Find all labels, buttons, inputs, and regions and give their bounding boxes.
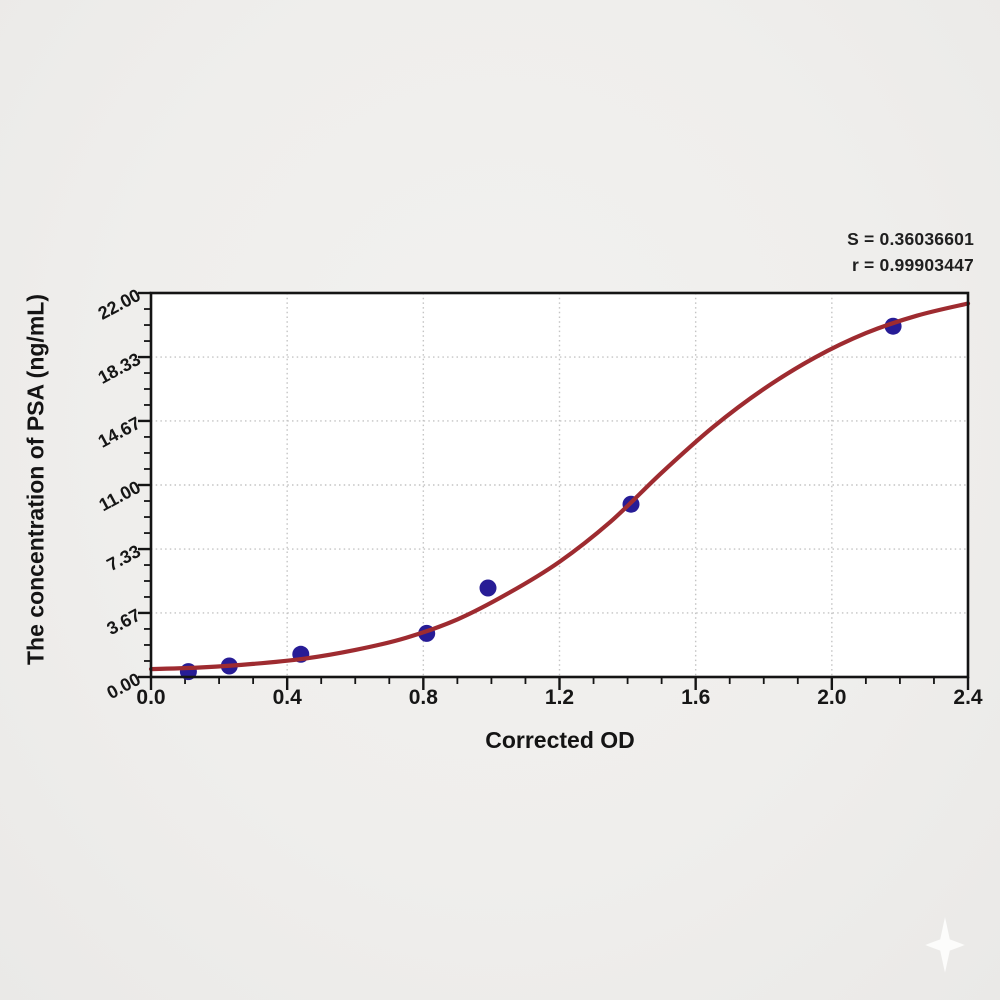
y-tick-label: 3.67: [104, 605, 144, 639]
x-axis-title: Corrected OD: [485, 727, 635, 753]
x-tick-label: 0.8: [409, 686, 439, 709]
x-tick-label: 0.4: [273, 686, 303, 709]
r-value-label: r = 0.99903447: [851, 255, 974, 275]
sparkle-watermark-icon: [925, 917, 965, 973]
s-value-label: S = 0.36036601: [847, 229, 974, 249]
standard-curve-chart: 0.0 0.4 0.8 1.2 1.6 2.0 2.40.003.677.3311.0014…: [95, 285, 983, 709]
fit-statistics: S = 0.36036601 r = 0.99903447: [847, 226, 974, 278]
x-tick-label: 2.4: [953, 686, 983, 709]
y-tick-label: 14.67: [95, 413, 144, 452]
x-tick-label: 2.0: [817, 686, 846, 709]
x-tick-label: 0.0: [136, 686, 165, 709]
x-tick-label: 1.2: [545, 686, 574, 709]
data-point: [479, 579, 497, 597]
y-tick-label: 7.33: [104, 541, 144, 575]
x-tick-label: 1.6: [681, 686, 710, 709]
y-tick-label: 18.33: [95, 349, 144, 388]
y-tick-label: 22.00: [95, 285, 144, 324]
plot-border: [149, 291, 970, 679]
y-tick-label: 11.00: [96, 477, 144, 515]
y-axis-title: The concentration of PSA (ng/mL): [22, 294, 49, 665]
fit-curve: [148, 301, 971, 672]
